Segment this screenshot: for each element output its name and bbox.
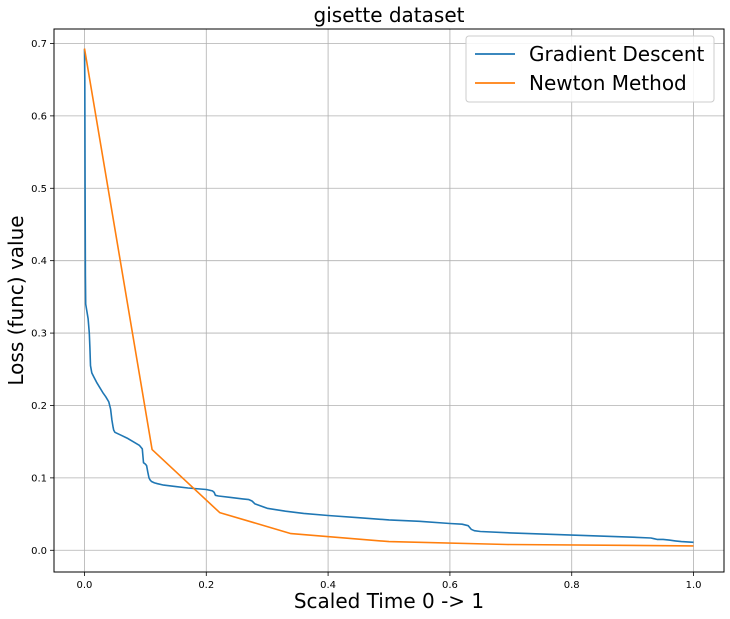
gradient-descent-line	[83, 49, 694, 544]
y-tick-label: 0.0	[31, 546, 47, 557]
y-tick-label: 0.7	[31, 39, 47, 50]
y-tick-label: 0.4	[31, 256, 47, 267]
chart-title: gisette dataset	[314, 3, 465, 27]
legend-label: Newton Method	[529, 71, 687, 95]
x-tick-label: 0.4	[320, 580, 336, 591]
legend-box	[465, 35, 715, 103]
y-tick-label: 0.5	[31, 184, 47, 195]
x-tick-label: 0.0	[77, 580, 93, 591]
x-tick-label: 0.2	[198, 580, 214, 591]
series-lines	[83, 48, 694, 547]
plot-frame	[53, 28, 725, 573]
x-tick-label: 1.0	[686, 580, 702, 591]
x-tick-label: 0.6	[442, 580, 458, 591]
y-tick-label: 0.3	[31, 329, 47, 340]
legend: Gradient Descent Newton Method	[465, 35, 715, 103]
axis-ticks: 0.0 0.2 0.4 0.6 0.8 1.0 0.0 0.1 0.2 0.3 0.4 0.5 0.6 0…	[31, 39, 701, 591]
y-tick-label: 0.6	[31, 111, 47, 122]
y-tick-label: 0.2	[31, 401, 47, 412]
grid-lines	[54, 29, 724, 572]
y-tick-label: 0.1	[31, 473, 47, 484]
newton-method-line	[83, 48, 694, 547]
legend-label: Gradient Descent	[529, 42, 705, 66]
x-axis-label: Scaled Time 0 -> 1	[294, 589, 484, 613]
x-tick-label: 0.8	[564, 580, 580, 591]
y-axis-label: Loss (func) value	[4, 215, 28, 385]
